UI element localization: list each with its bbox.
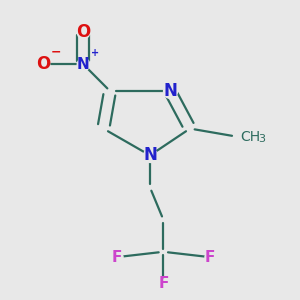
Text: N: N bbox=[163, 82, 177, 100]
Text: N: N bbox=[143, 146, 157, 164]
Text: 3: 3 bbox=[258, 134, 265, 144]
Text: CH: CH bbox=[240, 130, 260, 144]
Text: N: N bbox=[77, 57, 90, 72]
Text: −: − bbox=[51, 45, 61, 58]
Text: F: F bbox=[112, 250, 122, 265]
Text: +: + bbox=[91, 48, 99, 59]
Text: O: O bbox=[76, 23, 91, 41]
Text: F: F bbox=[158, 276, 169, 291]
Text: F: F bbox=[205, 250, 215, 265]
Text: O: O bbox=[36, 55, 50, 73]
